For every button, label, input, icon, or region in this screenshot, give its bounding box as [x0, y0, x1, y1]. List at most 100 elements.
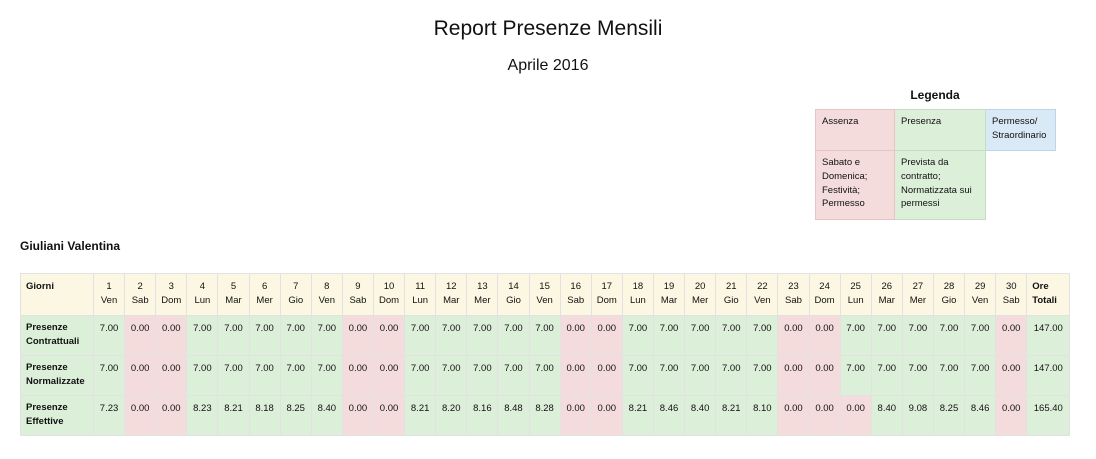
hours-cell: 7.00: [466, 355, 499, 396]
hours-cell: 0.00: [995, 395, 1028, 436]
day-header-6: 6 Mer: [248, 273, 281, 316]
hours-cell: 0.00: [124, 315, 157, 356]
hours-cell: 8.21: [621, 395, 654, 436]
legend-weekend-line3: Festività;: [822, 184, 861, 196]
legend-presenza: Presenza: [894, 109, 986, 151]
hours-cell: 8.28: [528, 395, 561, 436]
day-name: Dom: [161, 294, 182, 306]
day-header-18: 18 Lun: [621, 273, 654, 316]
legend-assenza-label: Assenza: [822, 116, 859, 127]
hours-cell: 0.00: [372, 355, 406, 396]
day-name: Gio: [723, 294, 739, 306]
total-header-line1: Ore: [1032, 281, 1049, 292]
legend-permesso-line1: Permesso/: [992, 116, 1038, 127]
table-row: Presenze Contrattuali 7.00 0.00 0.00 7.00 7.00…: [20, 315, 1071, 356]
day-number: 16: [570, 281, 581, 292]
day-number: 25: [850, 281, 861, 292]
day-header-10: 10 Dom: [372, 273, 406, 316]
row-label-line1: Presenze: [26, 402, 68, 413]
day-header-23: 23 Sab: [777, 273, 810, 316]
hours-cell: 7.00: [715, 355, 748, 396]
hours-cell: 0.00: [372, 395, 406, 436]
hours-cell: 0.00: [341, 315, 374, 356]
day-header-1: 1 Ven: [92, 273, 126, 316]
hours-cell: 7.00: [528, 355, 561, 396]
hours-cell: 8.40: [870, 395, 903, 436]
day-number: 14: [508, 281, 519, 292]
hours-cell: 8.46: [652, 395, 686, 436]
day-name: Ven: [754, 294, 771, 306]
hours-cell: 8.25: [279, 395, 312, 436]
hours-cell: 7.00: [870, 355, 903, 396]
hours-cell: 0.00: [777, 395, 810, 436]
hours-cell: 7.00: [932, 355, 966, 396]
row-label-line2: Effettive: [26, 415, 64, 427]
day-name: Gio: [506, 294, 521, 306]
legend-weekend-line4: Permesso: [822, 198, 865, 210]
day-name: Mer: [909, 294, 927, 306]
hours-cell: 7.00: [964, 315, 997, 356]
day-name: Sab: [1002, 294, 1020, 306]
day-header-28: 28 Gio: [932, 273, 966, 316]
day-name: Ven: [971, 294, 989, 306]
row-label-line1: Presenze: [26, 322, 68, 333]
legend-weekend-line1: Sabato e: [822, 157, 861, 168]
report-title: Report Presenze Mensili: [433, 17, 663, 40]
row-total-cell: 165.40: [1026, 395, 1071, 436]
hours-cell: 7.00: [839, 355, 872, 396]
legend-permesso: Permesso/ Straordinario: [985, 109, 1056, 151]
day-name: Mar: [660, 294, 678, 306]
hours-cell: 8.40: [684, 395, 717, 436]
hours-cell: 8.16: [466, 395, 499, 436]
day-header-30: 30 Sab: [995, 273, 1028, 316]
hours-cell: 0.00: [124, 395, 157, 436]
day-name: Lun: [194, 294, 211, 306]
row-label-line1: Presenze: [26, 362, 68, 373]
day-number: 3: [168, 281, 174, 292]
legend-presenza-label: Presenza: [901, 116, 942, 127]
hours-cell: 7.00: [404, 315, 437, 356]
day-name: Ven: [100, 294, 118, 306]
total-header-line2: Totali: [1032, 294, 1057, 306]
day-number: 9: [355, 281, 361, 292]
day-name: Lun: [629, 294, 646, 306]
hours-cell: 8.40: [310, 395, 343, 436]
day-number: 20: [694, 281, 706, 292]
day-name: Sab: [567, 294, 585, 306]
day-number: 13: [477, 281, 488, 292]
row-label-cell: Presenze Contrattuali: [20, 315, 94, 356]
hours-cell: 7.00: [186, 315, 219, 356]
hours-cell: 0.00: [341, 355, 374, 396]
day-name: Gio: [288, 294, 304, 306]
day-number: 29: [974, 281, 986, 292]
day-name: Sab: [131, 294, 149, 306]
hours-cell: 0.00: [777, 315, 810, 356]
day-number: 17: [601, 281, 613, 292]
day-number: 24: [819, 281, 830, 292]
hours-cell: 7.00: [92, 315, 126, 356]
hours-cell: 0.00: [808, 315, 841, 356]
hours-cell: 7.00: [870, 315, 903, 356]
hours-cell: 0.00: [559, 315, 592, 356]
hours-cell: 7.00: [684, 355, 717, 396]
hours-cell: 7.00: [528, 315, 561, 356]
header-label: Giorni: [26, 281, 54, 292]
day-name: Lun: [412, 294, 429, 306]
day-header-20: 20 Mer: [684, 273, 717, 316]
hours-cell: 8.21: [715, 395, 748, 436]
legend-permesso-line2: Straordinario: [992, 129, 1047, 141]
hours-cell: 8.10: [746, 395, 779, 436]
day-number: 27: [912, 281, 924, 292]
day-header-15: 15 Ven: [528, 273, 561, 316]
hours-cell: 0.00: [124, 355, 157, 396]
day-name: Mar: [878, 294, 895, 306]
hours-cell: 9.08: [901, 395, 934, 436]
hours-cell: 7.00: [310, 315, 343, 356]
legend-prevista-line2: contratto;: [901, 170, 941, 182]
day-number: 12: [445, 281, 457, 292]
row-label-line2: Normalizzate: [26, 375, 85, 387]
day-header-2: 2 Sab: [124, 273, 157, 316]
day-number: 18: [632, 281, 644, 292]
day-header-13: 13 Mer: [466, 273, 499, 316]
day-header-8: 8 Ven: [310, 273, 343, 316]
